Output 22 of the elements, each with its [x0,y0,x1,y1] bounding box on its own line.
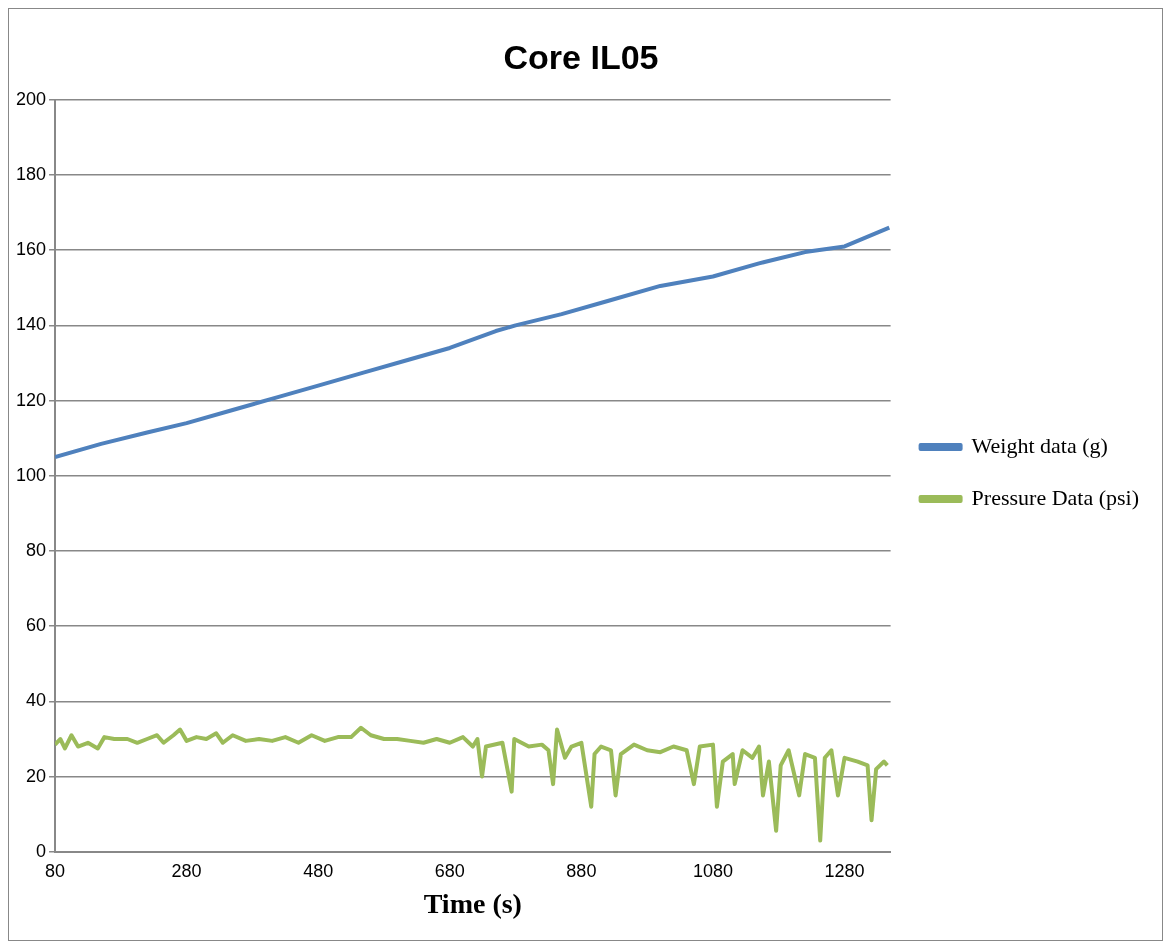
y-tick-label: 100 [15,464,47,485]
x-tick-label: 880 [566,860,597,881]
y-tick-label: 60 [26,615,47,636]
legend-label: Pressure Data (psi) [971,484,1140,510]
y-tick-label: 80 [26,539,47,560]
x-tick-label: 680 [434,860,465,881]
x-tick-label: 1080 [692,860,733,881]
x-tick-label: 480 [303,860,334,881]
y-tick-label: 160 [15,239,47,260]
x-tick-label: 1280 [824,860,865,881]
y-tick-label: 20 [26,765,47,786]
legend-label: Weight data (g) [971,432,1108,458]
x-tick-label: 80 [45,860,66,881]
chart-title: Core IL05 [503,37,659,76]
y-tick-label: 40 [26,690,47,711]
x-axis-title: Time (s) [423,888,522,920]
y-tick-label: 0 [36,840,47,861]
y-tick-label: 180 [15,163,47,184]
y-tick-label: 140 [15,314,47,335]
y-tick-label: 120 [15,389,47,410]
x-tick-label: 280 [171,860,202,881]
y-tick-label: 200 [15,88,47,109]
